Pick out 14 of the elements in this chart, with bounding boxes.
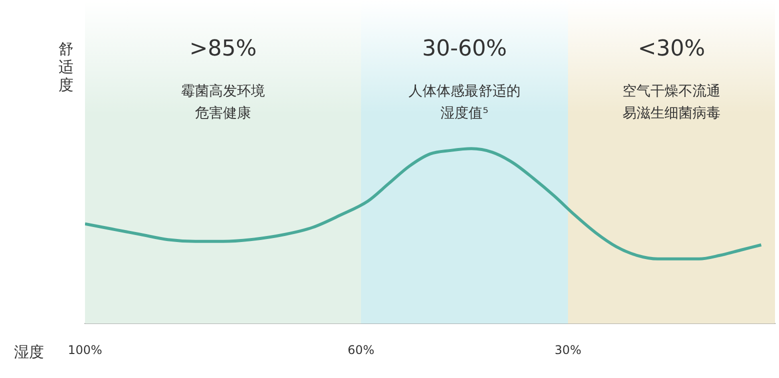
text: 霉菌高发环境 (181, 84, 265, 100)
text: 危害健康 (195, 106, 251, 122)
y-axis-title: 舒适度 (58, 40, 74, 94)
band-label: >85% (189, 36, 257, 62)
band-label: 30-60% (422, 36, 507, 62)
x-tick-label: 30% (554, 342, 582, 357)
text: 人体体感最舒适的 (408, 84, 520, 100)
x-tick-label: 60% (348, 342, 374, 357)
text: 湿度值⁵ (440, 106, 488, 122)
x-tick-label: 100% (68, 342, 102, 357)
x-axis-title: 湿度 (14, 342, 44, 361)
band-label: <30% (638, 36, 706, 62)
text: 易滋生细菌病毒 (622, 106, 720, 122)
text: 空气干燥不流通 (622, 84, 720, 100)
